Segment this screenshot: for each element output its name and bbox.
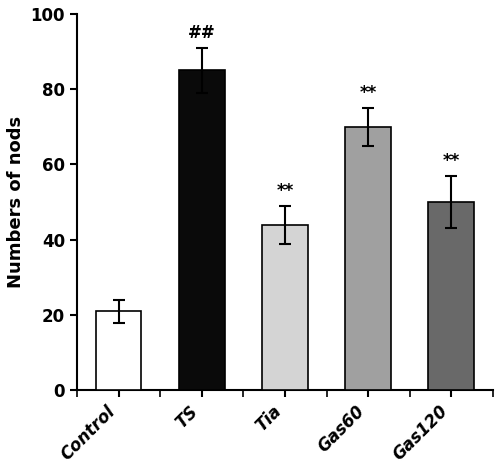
- Bar: [96, 311, 142, 390]
- Text: **: **: [360, 84, 376, 102]
- Bar: [179, 70, 224, 390]
- Text: **: **: [442, 152, 460, 170]
- Text: **: **: [276, 182, 293, 200]
- Y-axis label: Numbers of nods: Numbers of nods: [7, 116, 25, 288]
- Bar: [345, 127, 391, 390]
- Bar: [428, 202, 474, 390]
- Text: ##: ##: [188, 24, 216, 42]
- Bar: [262, 225, 308, 390]
